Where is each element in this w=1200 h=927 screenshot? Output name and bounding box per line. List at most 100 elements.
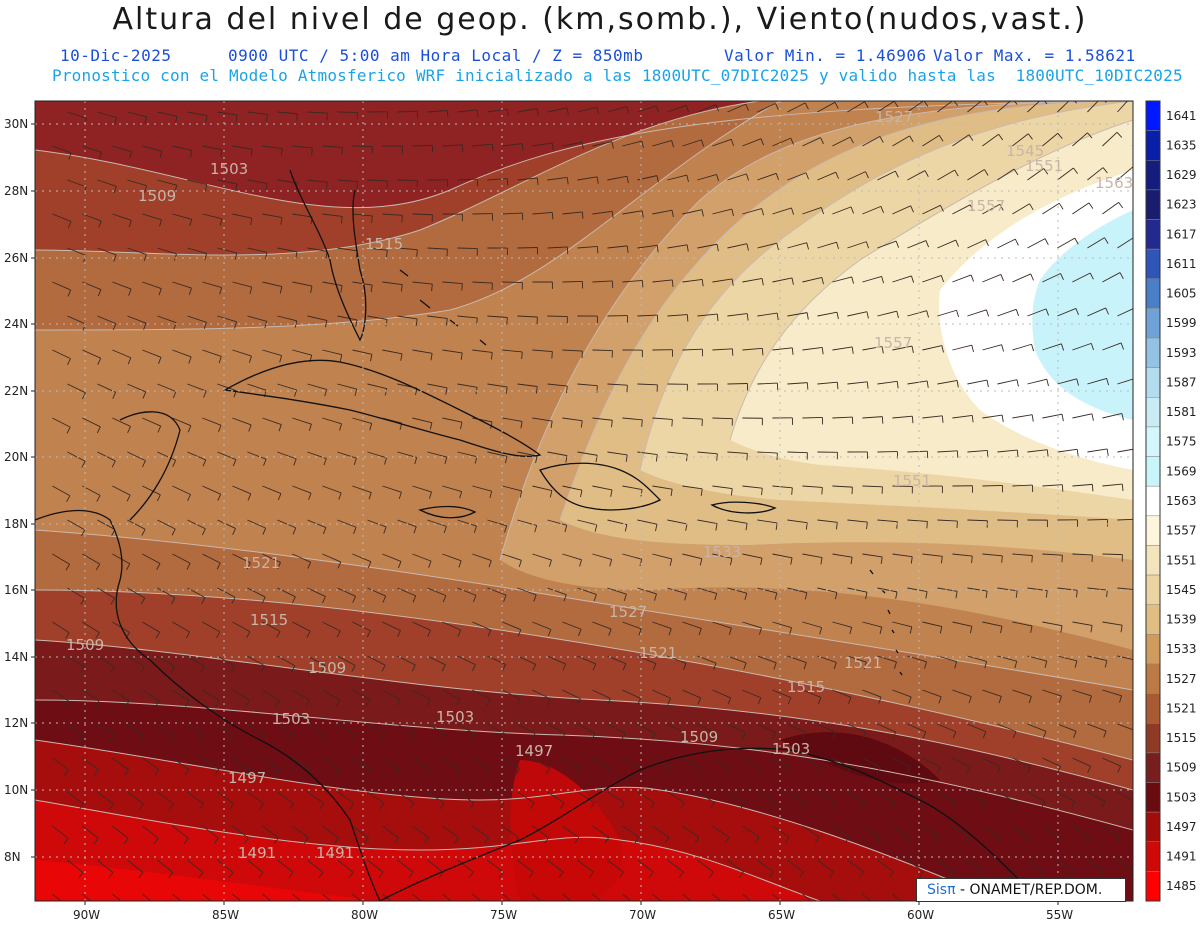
wind-barb-feather [278,424,282,432]
wind-barb [1042,757,1061,767]
wind-barb-feather [352,596,357,603]
wind-barb-feather [261,596,266,604]
wind-barb [277,111,298,115]
wind-barb [232,757,250,770]
wind-barb-feather [81,461,86,468]
wind-barb [1042,621,1063,627]
wind-barb [1072,342,1092,351]
wind-barb-feather [294,389,297,397]
wind-barb [202,689,220,701]
wind-barb-feather [596,176,599,184]
wind-barb-feather [566,107,569,115]
wind-barb-feather [430,353,433,361]
wind-barb-feather [621,733,626,740]
wind-barb [82,213,102,222]
wind-barb [412,757,430,770]
wind-barb [382,689,401,701]
wind-barb-feather [580,490,583,498]
wind-barb-feather [836,312,839,320]
wind-barb [907,519,928,522]
wind-barb-feather [128,220,132,228]
wind-barb-feather [216,631,221,639]
wind-barb-feather [851,346,854,354]
wind-barb [1087,655,1107,662]
wind-barb [232,349,252,357]
wind-barb [637,314,658,317]
wind-barb-feather [108,803,114,810]
wind-barb [97,723,115,736]
wind-barb-feather [1027,133,1033,140]
wind-barb [547,859,564,873]
wind-barb [337,383,357,390]
wind-barb-feather [786,767,791,774]
wind-barb-feather [716,453,718,461]
contour-label: 1551 [1025,157,1063,175]
wind-barb-feather [264,252,268,260]
wind-barb-feather [244,768,250,776]
wind-barb-feather [535,386,538,394]
wind-barb-feather [876,766,881,774]
wind-barb [757,859,774,873]
wind-barb-feather [790,557,793,565]
wind-barb [322,757,340,770]
contour-label: 1521 [639,644,677,662]
wind-barb [667,859,684,873]
wind-barb-feather [188,356,192,364]
wind-barb-feather [201,597,206,604]
wind-barb [307,179,328,183]
wind-barb-feather [1061,343,1065,351]
wind-barb [202,213,222,220]
contour-label: 1521 [242,554,280,572]
wind-barb [1102,413,1122,419]
wind-barb-feather [727,697,732,705]
wind-barb [1072,689,1092,697]
wind-barb-feather [320,734,325,741]
wind-barb [52,621,70,634]
wind-barb [172,485,191,495]
wind-barb-feather [1071,801,1076,808]
lon-label: 65W [768,908,795,922]
wind-barb [562,281,583,283]
wind-barb [247,723,265,736]
wind-barb-feather [279,286,283,294]
wind-barb [757,103,776,113]
wind-barb-feather [423,907,427,912]
wind-barb [247,791,264,804]
wind-barb-feather [235,114,238,123]
wind-barb-feather [578,629,582,636]
colorbar-swatch [1145,871,1161,902]
wind-barb-feather [445,387,448,395]
wind-barb [157,111,178,117]
colorbar-label: 1515 [1166,731,1197,745]
wind-barb [157,247,177,255]
wind-barb [847,101,865,113]
wind-barb-feather [123,837,129,845]
wind-barb-feather [455,768,460,775]
wind-barb [787,451,808,454]
wind-barb [577,106,597,113]
wind-barb-feather [67,358,71,366]
wind-barb [457,723,476,735]
wind-barb [592,417,613,421]
wind-barb [892,689,912,698]
wind-barb [292,689,310,701]
wind-barb [517,859,534,873]
wind-barb [217,383,237,392]
wind-barb [802,137,821,147]
wind-barb [847,171,866,181]
wind-barb-feather [925,240,930,248]
wind-barb-feather [874,836,880,844]
wind-barb-feather [65,564,70,571]
wind-barb [517,177,538,181]
wind-barb [82,893,92,901]
wind-barb-feather [536,108,539,116]
wind-barb [937,309,957,317]
wind-barb [697,791,715,803]
wind-barb [592,621,612,630]
wind-barb [562,757,580,769]
wind-barb-feather [277,493,282,501]
wind-barb [142,417,161,427]
wind-barb [1087,237,1105,249]
wind-barb-feather [1016,379,1019,387]
wind-barb-feather [428,560,432,568]
